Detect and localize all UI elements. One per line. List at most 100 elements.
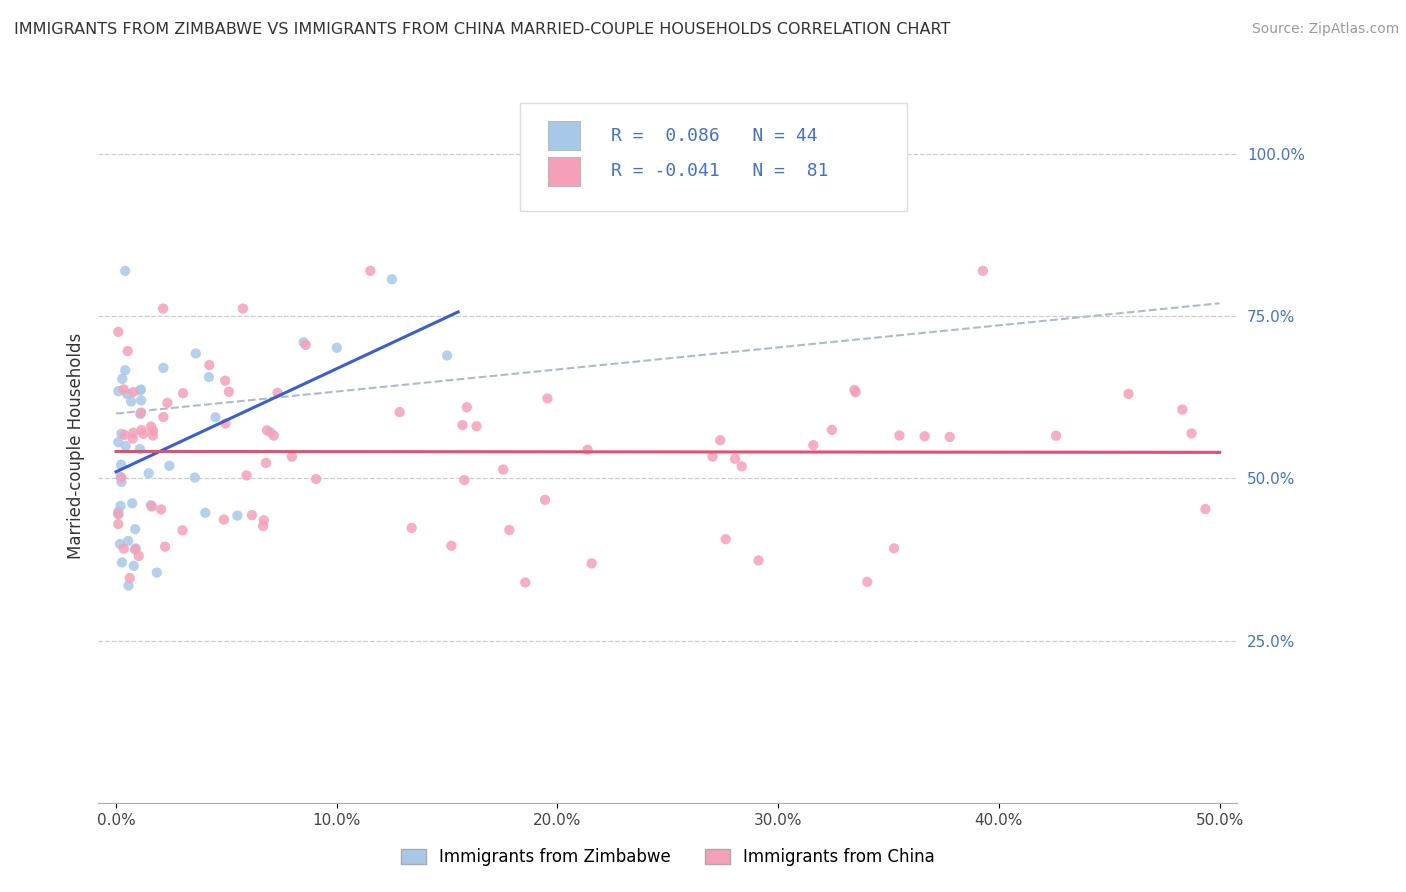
Point <box>254 456 277 470</box>
Point <box>172 386 194 401</box>
Point <box>709 434 731 448</box>
Point <box>110 499 132 513</box>
Point <box>914 429 936 443</box>
Point <box>107 505 129 519</box>
Point <box>141 500 163 514</box>
Point <box>451 418 474 433</box>
Point <box>845 385 868 400</box>
Text: Source: ZipAtlas.com: Source: ZipAtlas.com <box>1251 22 1399 37</box>
Point <box>114 363 136 377</box>
Point <box>294 338 316 352</box>
Point <box>702 450 724 464</box>
Point <box>114 439 136 453</box>
Point <box>132 426 155 441</box>
Point <box>235 468 257 483</box>
Point <box>714 532 737 546</box>
Point <box>1181 426 1204 441</box>
Point <box>889 428 911 442</box>
Point <box>142 428 165 442</box>
Point <box>232 301 254 316</box>
Point <box>263 428 285 442</box>
Point <box>153 540 176 554</box>
Bar <box>548 121 581 150</box>
Point <box>305 472 328 486</box>
Point <box>724 451 747 466</box>
Point <box>240 508 263 523</box>
Point <box>440 539 463 553</box>
Point <box>124 522 146 536</box>
Point <box>359 264 381 278</box>
Point <box>129 407 152 421</box>
Point <box>128 549 150 563</box>
Point <box>120 394 142 409</box>
Point <box>226 508 249 523</box>
Point <box>107 435 129 450</box>
Point <box>156 396 179 410</box>
Point <box>146 566 169 580</box>
Point <box>117 533 139 548</box>
Point <box>157 458 180 473</box>
Point <box>122 385 145 400</box>
Point <box>118 571 141 585</box>
Point <box>576 442 599 457</box>
Point <box>110 458 132 472</box>
Legend: Immigrants from Zimbabwe, Immigrants from China: Immigrants from Zimbabwe, Immigrants fro… <box>395 842 941 873</box>
Point <box>883 541 905 556</box>
Point <box>856 574 879 589</box>
Point <box>1194 502 1216 516</box>
Point <box>150 502 173 516</box>
Point <box>138 467 160 481</box>
Point <box>184 346 207 360</box>
Point <box>534 492 557 507</box>
Point <box>326 341 349 355</box>
Point <box>184 470 207 484</box>
Point <box>453 473 475 487</box>
Point <box>129 383 152 397</box>
Point <box>121 432 143 446</box>
Point <box>252 519 274 533</box>
Point <box>142 424 165 438</box>
Point <box>972 264 994 278</box>
Text: IMMIGRANTS FROM ZIMBABWE VS IMMIGRANTS FROM CHINA MARRIED-COUPLE HOUSEHOLDS CORR: IMMIGRANTS FROM ZIMBABWE VS IMMIGRANTS F… <box>14 22 950 37</box>
Point <box>139 419 162 434</box>
Point <box>844 383 866 397</box>
Point <box>124 542 146 557</box>
Point <box>388 405 411 419</box>
Point <box>212 512 235 526</box>
Point <box>117 578 139 592</box>
Point <box>456 401 478 415</box>
Point <box>131 423 153 437</box>
Point <box>152 409 174 424</box>
Point <box>172 524 194 538</box>
Point <box>115 387 138 401</box>
Point <box>111 556 134 570</box>
Point <box>515 575 537 590</box>
Point <box>281 450 304 464</box>
Point <box>129 406 152 420</box>
Y-axis label: Married-couple Households: Married-couple Households <box>66 333 84 559</box>
Point <box>122 558 145 573</box>
Point <box>107 517 129 532</box>
Point <box>748 553 770 567</box>
Point <box>110 426 132 441</box>
Point <box>253 513 276 527</box>
Point <box>381 272 404 286</box>
Point <box>117 344 139 359</box>
Point <box>1118 387 1140 401</box>
Point <box>436 348 458 362</box>
Point <box>581 557 603 571</box>
Point <box>114 264 136 278</box>
Point <box>107 508 129 522</box>
Point <box>110 471 132 485</box>
Point <box>152 360 174 375</box>
Point <box>536 392 558 406</box>
Text: R =  0.086   N = 44: R = 0.086 N = 44 <box>612 127 817 145</box>
Point <box>1045 428 1067 442</box>
Point <box>266 385 288 400</box>
Point <box>821 423 844 437</box>
Point <box>214 374 236 388</box>
Point <box>129 393 152 408</box>
Point <box>256 423 278 437</box>
Point <box>107 325 129 339</box>
Point <box>492 462 515 476</box>
